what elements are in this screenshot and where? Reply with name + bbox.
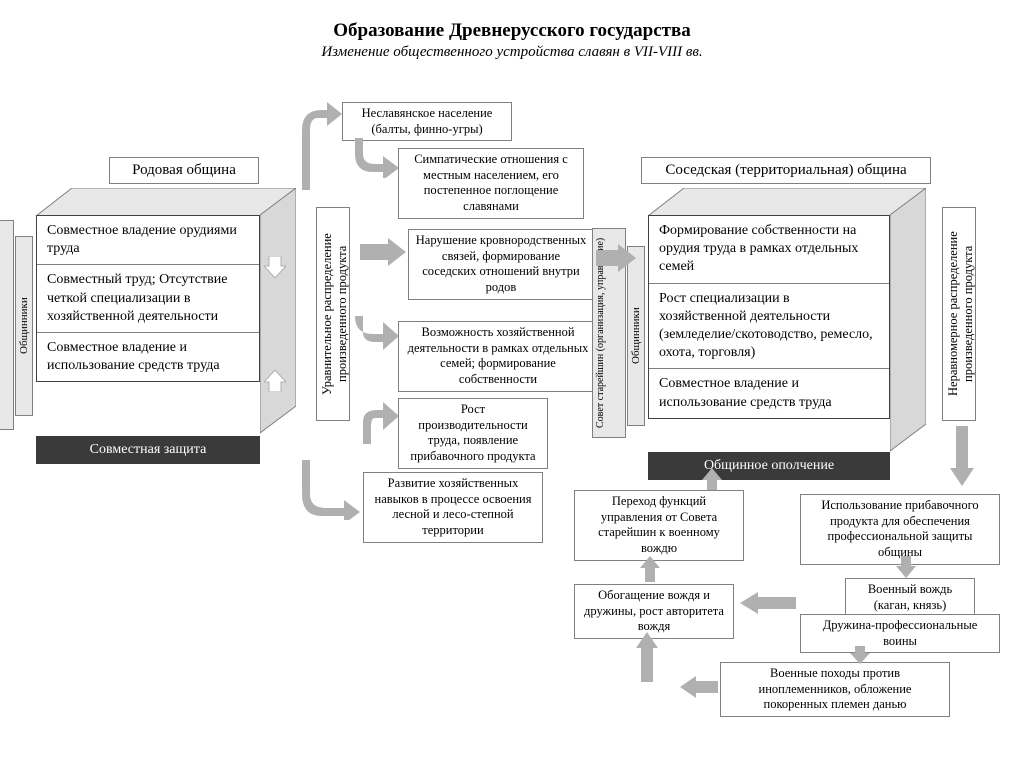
page-subtitle: Изменение общественного устройства славя… <box>0 44 1024 61</box>
right-cube-bottom: Общинное ополчение <box>648 452 890 480</box>
arrow-up-r5 <box>636 632 658 682</box>
arrow-inset-up-left <box>264 370 286 392</box>
mid-vlabel-left: Уравнительное распределение произведенно… <box>316 207 350 421</box>
center-box-3: Нарушение кровнородственных связей, форм… <box>408 229 594 300</box>
arrow-down-r4 <box>850 646 870 664</box>
arrow-elbow-c4 <box>355 316 399 356</box>
page-title: Образование Древнерусского государства <box>0 20 1024 42</box>
arrow-elbow-c5 <box>355 398 399 444</box>
arrow-up-r6 <box>640 556 660 582</box>
left-cube-side-label-2: Совет старейшин (организация, управление… <box>0 220 14 430</box>
right-cube-row-1: Формирование собственности на орудия тру… <box>649 216 889 284</box>
arrow-down-r1 <box>950 426 974 486</box>
left-cube-row-3: Совместное владение и использование сред… <box>37 333 259 381</box>
arrow-right-c3 <box>360 238 406 266</box>
left-cube-row-2: Совместный труд; Отсутствие четкой специ… <box>37 265 259 333</box>
right-cube-row-3: Совместное владение и использование сред… <box>649 369 889 417</box>
right-cube-row-2: Рост специализации в хозяйственной деяте… <box>649 284 889 370</box>
right-cube-side-label-1: Общинники <box>627 246 645 426</box>
arrow-elbow-1 <box>292 100 342 190</box>
center-box-4: Возможность хозяйственной деятельности в… <box>398 321 598 392</box>
right-box-3: Дружина-профессиональные воины <box>800 614 1000 653</box>
arrow-left-mid <box>740 592 796 614</box>
right-cube-front: Формирование собственности на орудия тру… <box>648 215 890 419</box>
right-cube-side <box>890 188 926 456</box>
left-cube-bottom: Совместная защита <box>36 436 260 464</box>
right-box-4: Военные походы против иноплеменников, об… <box>720 662 950 717</box>
arrow-elbow-2 <box>355 138 399 178</box>
arrow-left-r5 <box>680 676 718 698</box>
left-cube-top <box>36 188 296 216</box>
center-box-1: Неславянское население (балты, финно-угр… <box>342 102 512 141</box>
right-cube-header: Соседская (территориальная) община <box>641 157 931 184</box>
arrow-up-cube <box>702 468 722 490</box>
center-box-6: Развитие хозяйственных навыков в процесс… <box>363 472 543 543</box>
right-cube-top <box>648 188 926 216</box>
right-box-5: Обогащение вождя и дружины, рост авторит… <box>574 584 734 639</box>
right-box-1: Использование прибавочного продукта для … <box>800 494 1000 565</box>
left-cube-side-label-1: Общинники <box>15 236 33 416</box>
right-box-2: Военный вождь (каган, князь) <box>845 578 975 617</box>
arrow-down-r2 <box>896 556 916 578</box>
arrow-inset-down-left <box>264 256 286 278</box>
left-cube-row-1: Совместное владение орудиями труда <box>37 216 259 265</box>
arrow-right-big <box>596 244 636 272</box>
left-cube-side <box>260 188 296 438</box>
left-cube-front: Совместное владение орудиями труда Совме… <box>36 215 260 382</box>
center-box-2: Симпатические отношения с местным населе… <box>398 148 584 219</box>
mid-vlabel-right: Неравномерное распределение произведенно… <box>942 207 976 421</box>
right-box-6: Переход функций управления от Совета ста… <box>574 490 744 561</box>
center-box-5: Рост производительности труда, появление… <box>398 398 548 469</box>
arrow-elbow-c6 <box>300 460 360 520</box>
left-cube-header: Родовая община <box>109 157 259 184</box>
